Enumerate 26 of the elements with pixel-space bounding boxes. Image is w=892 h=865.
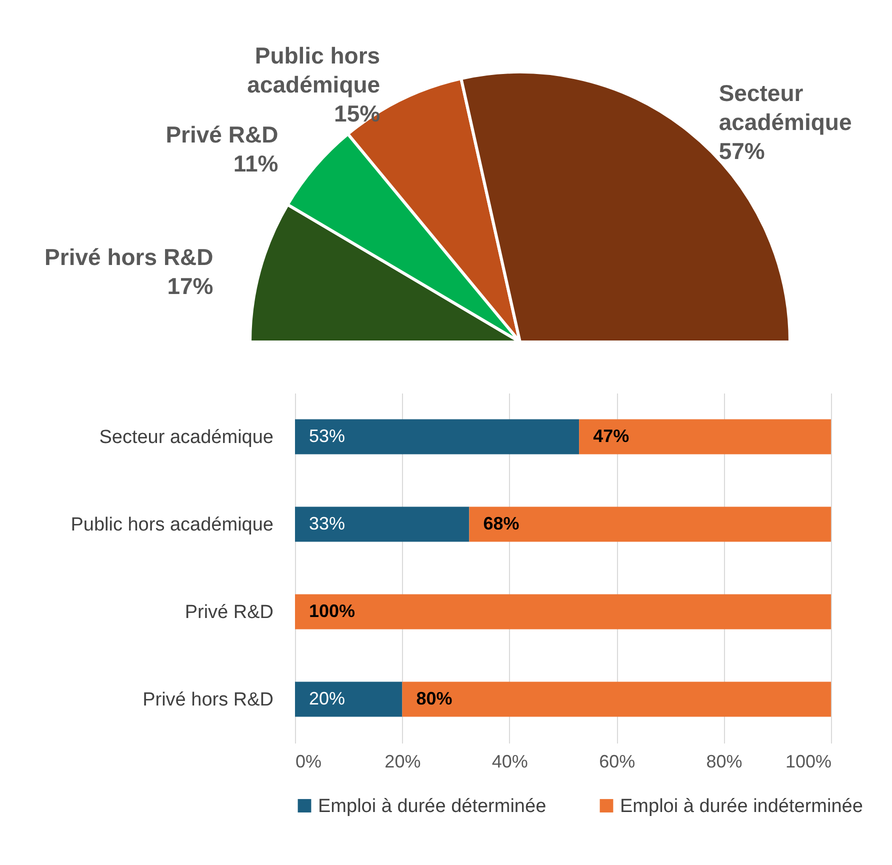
- data-label: 57%: [718, 138, 765, 164]
- slice-label: Public hors académique: [247, 42, 380, 98]
- slice-label: Secteur académique: [718, 80, 852, 135]
- x-tick-label: 20%: [384, 752, 421, 772]
- x-tick-label: 80%: [706, 752, 742, 772]
- x-tick-label: 100%: [785, 752, 832, 772]
- y-tick-label: Public hors académique: [70, 514, 274, 536]
- legend-label: Emploi à durée déterminée: [318, 796, 546, 817]
- y-tick-label: Privé hors R&D: [142, 689, 274, 710]
- data-label: 15%: [334, 100, 380, 126]
- data-label: 53%: [309, 426, 346, 446]
- legend-label: Emploi à durée indéterminée: [620, 796, 863, 817]
- data-label: 11%: [233, 150, 278, 176]
- data-label: 68%: [483, 513, 520, 534]
- data-label: 33%: [309, 513, 346, 534]
- data-label: 20%: [309, 688, 346, 708]
- y-tick-label: Privé R&D: [184, 602, 274, 623]
- x-tick-label: 0%: [296, 752, 322, 772]
- data-label: 47%: [593, 426, 630, 446]
- data-label: 80%: [416, 688, 452, 708]
- x-tick-label: 60%: [599, 752, 636, 772]
- data-label: 100%: [309, 600, 356, 621]
- data-label: 17%: [167, 273, 214, 300]
- slice-label: Privé hors R&D: [44, 244, 214, 270]
- x-tick-label: 40%: [492, 752, 528, 772]
- y-tick-label: Secteur académique: [99, 426, 274, 448]
